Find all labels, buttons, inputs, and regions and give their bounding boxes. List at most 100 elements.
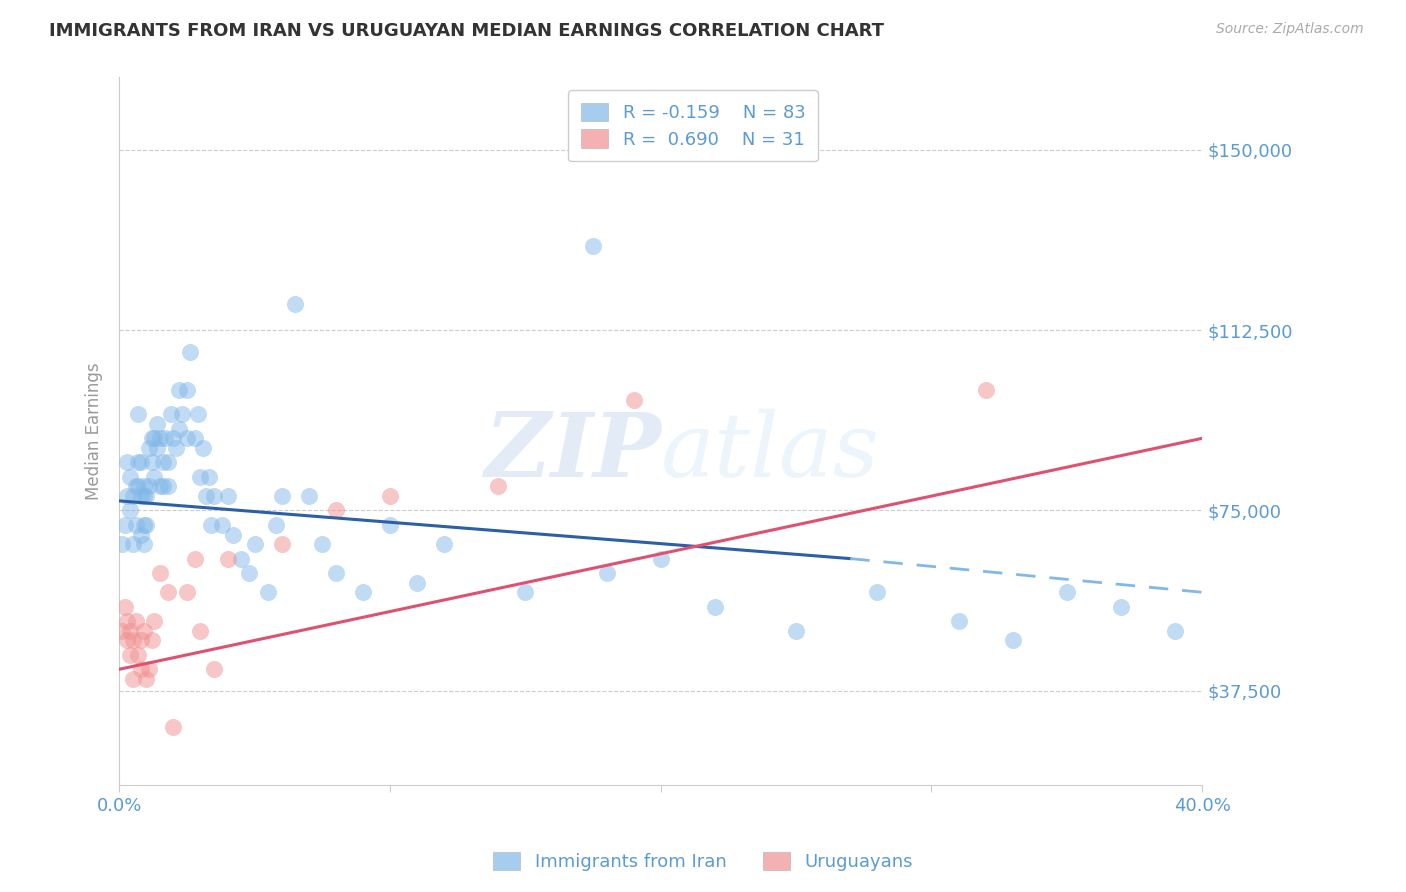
Point xyxy=(152,455,174,469)
Point xyxy=(124,614,146,628)
Point xyxy=(190,470,212,484)
Point xyxy=(127,479,149,493)
Point xyxy=(124,479,146,493)
Point xyxy=(121,537,143,551)
Point xyxy=(138,479,160,493)
Point xyxy=(194,489,217,503)
Point xyxy=(176,383,198,397)
Point xyxy=(257,585,280,599)
Legend: R = -0.159    N = 83, R =  0.690    N = 31: R = -0.159 N = 83, R = 0.690 N = 31 xyxy=(568,90,818,161)
Point xyxy=(785,624,807,638)
Point xyxy=(167,422,190,436)
Point xyxy=(650,551,672,566)
Point xyxy=(156,455,179,469)
Point xyxy=(595,566,617,580)
Point xyxy=(135,489,157,503)
Point xyxy=(406,575,429,590)
Point xyxy=(190,624,212,638)
Point xyxy=(266,517,288,532)
Point xyxy=(197,470,219,484)
Point xyxy=(378,489,401,503)
Point xyxy=(486,479,509,493)
Point xyxy=(121,672,143,686)
Point xyxy=(143,431,166,445)
Point xyxy=(120,503,142,517)
Text: IMMIGRANTS FROM IRAN VS URUGUAYAN MEDIAN EARNINGS CORRELATION CHART: IMMIGRANTS FROM IRAN VS URUGUAYAN MEDIAN… xyxy=(49,22,884,40)
Point xyxy=(974,383,997,397)
Point xyxy=(129,455,152,469)
Point xyxy=(270,537,292,551)
Point xyxy=(124,517,146,532)
Legend: Immigrants from Iran, Uruguayans: Immigrants from Iran, Uruguayans xyxy=(486,845,920,879)
Point xyxy=(202,662,225,676)
Point xyxy=(167,383,190,397)
Point xyxy=(184,431,207,445)
Point xyxy=(149,479,172,493)
Point xyxy=(170,407,193,421)
Point xyxy=(146,417,169,431)
Point xyxy=(129,527,152,541)
Text: Source: ZipAtlas.com: Source: ZipAtlas.com xyxy=(1216,22,1364,37)
Point xyxy=(162,720,184,734)
Point xyxy=(311,537,333,551)
Text: atlas: atlas xyxy=(661,409,880,496)
Point xyxy=(143,470,166,484)
Point xyxy=(129,633,152,648)
Point xyxy=(211,517,233,532)
Point xyxy=(132,624,155,638)
Point xyxy=(948,614,970,628)
Point xyxy=(117,489,139,503)
Point xyxy=(623,392,645,407)
Point xyxy=(187,407,209,421)
Point xyxy=(229,551,252,566)
Point xyxy=(217,551,239,566)
Point xyxy=(176,585,198,599)
Point xyxy=(156,585,179,599)
Point xyxy=(117,455,139,469)
Point xyxy=(111,624,134,638)
Point xyxy=(866,585,889,599)
Y-axis label: Median Earnings: Median Earnings xyxy=(86,362,103,500)
Point xyxy=(146,441,169,455)
Point xyxy=(1164,624,1187,638)
Point xyxy=(138,441,160,455)
Point xyxy=(176,431,198,445)
Point xyxy=(162,431,184,445)
Point xyxy=(284,296,307,310)
Point xyxy=(159,407,181,421)
Point xyxy=(121,489,143,503)
Point xyxy=(184,551,207,566)
Text: ZIP: ZIP xyxy=(485,409,661,496)
Point xyxy=(325,566,347,580)
Point xyxy=(141,633,163,648)
Point xyxy=(117,633,139,648)
Point xyxy=(179,344,201,359)
Point xyxy=(120,470,142,484)
Point xyxy=(1056,585,1078,599)
Point xyxy=(132,489,155,503)
Point xyxy=(1109,599,1132,614)
Point xyxy=(352,585,374,599)
Point xyxy=(132,537,155,551)
Point xyxy=(433,537,456,551)
Point xyxy=(200,517,222,532)
Point xyxy=(127,455,149,469)
Point xyxy=(127,407,149,421)
Point xyxy=(156,479,179,493)
Point xyxy=(703,599,725,614)
Point xyxy=(120,624,142,638)
Point xyxy=(114,599,136,614)
Point xyxy=(117,614,139,628)
Point xyxy=(141,455,163,469)
Point xyxy=(152,479,174,493)
Point xyxy=(121,633,143,648)
Point xyxy=(143,614,166,628)
Point xyxy=(135,672,157,686)
Point xyxy=(193,441,215,455)
Point xyxy=(111,537,134,551)
Point xyxy=(127,648,149,662)
Point xyxy=(149,431,172,445)
Point xyxy=(217,489,239,503)
Point xyxy=(129,489,152,503)
Point xyxy=(298,489,321,503)
